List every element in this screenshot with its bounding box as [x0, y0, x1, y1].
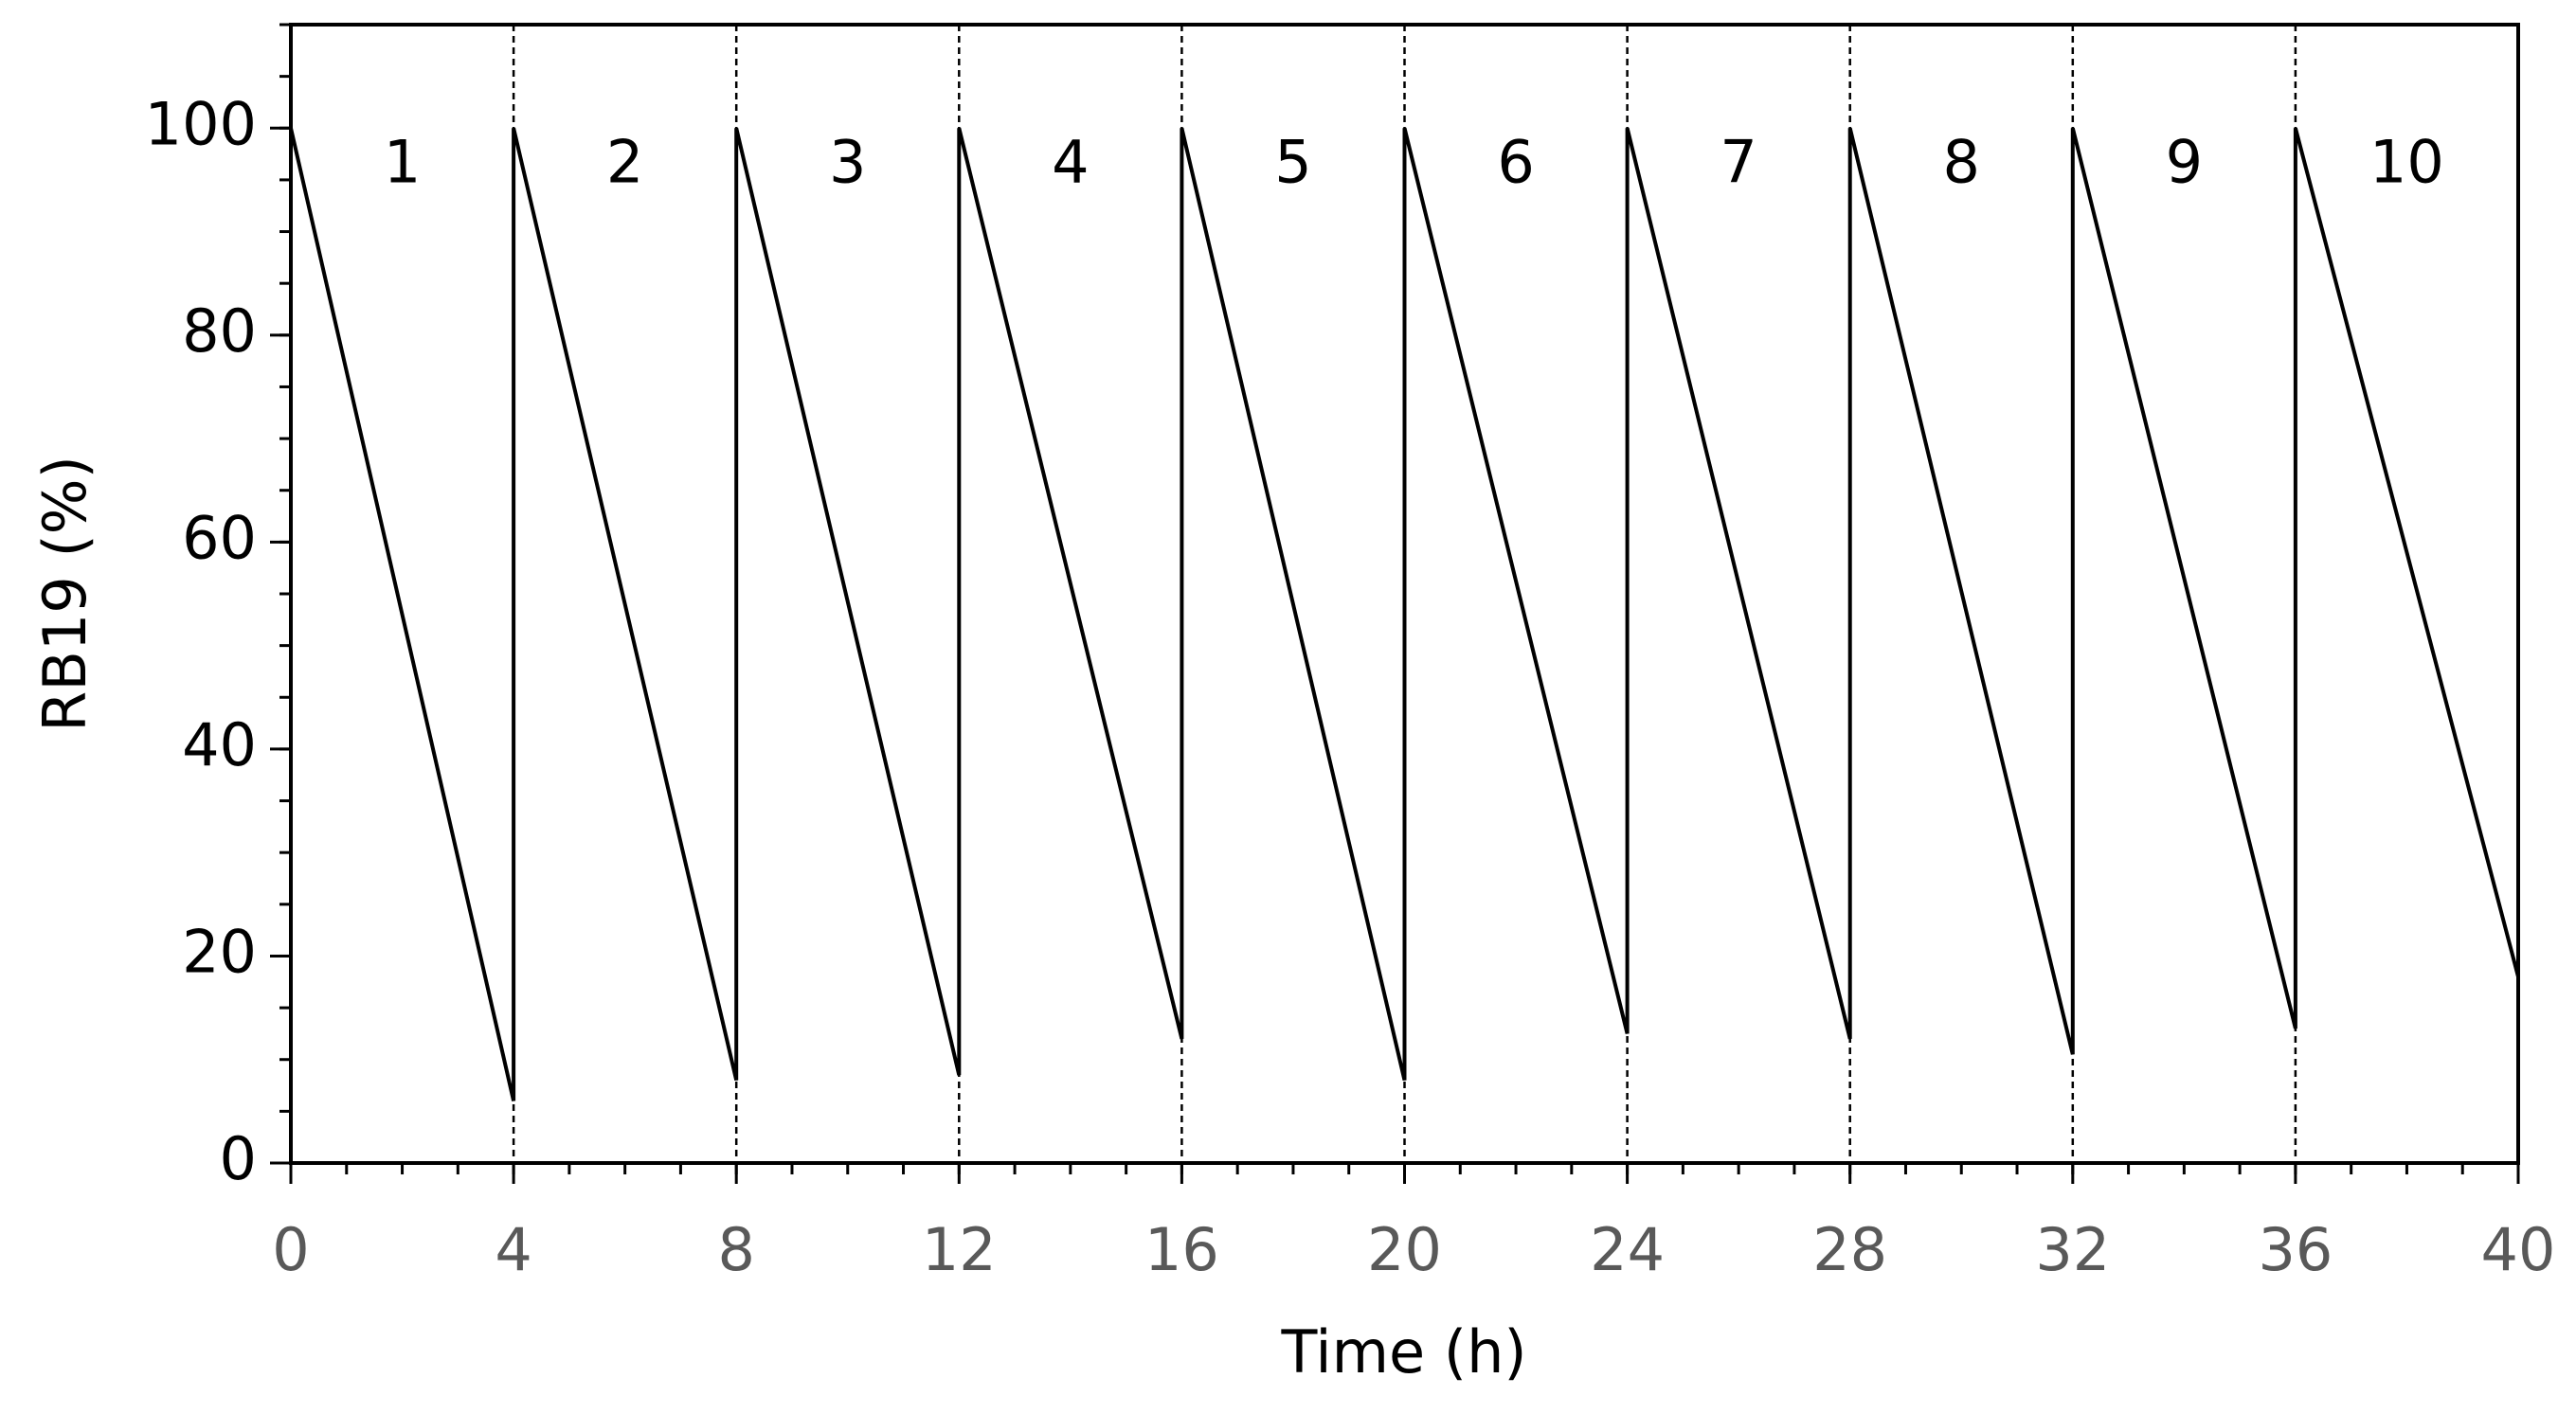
data-line	[289, 127, 2520, 1101]
cycle-label: 7	[1720, 127, 1756, 196]
x-tick-label: 32	[2035, 1215, 2110, 1284]
x-tick-label: 40	[2481, 1215, 2556, 1284]
x-tick-label: 20	[1367, 1215, 1442, 1284]
y-axis-title: RB19 (%)	[30, 456, 99, 732]
cycle-label: 4	[1052, 127, 1089, 196]
plot-frame	[289, 23, 2520, 1165]
y-tick-label: 0	[220, 1124, 257, 1193]
y-tick-label: 80	[182, 296, 257, 366]
x-tick-label: 0	[272, 1215, 309, 1284]
x-tick-label: 4	[495, 1215, 531, 1284]
cycle-label: 6	[1497, 127, 1534, 196]
x-tick-label: 28	[1812, 1215, 1887, 1284]
x-tick-label: 16	[1144, 1215, 1219, 1284]
y-tick-label: 100	[145, 89, 257, 158]
x-tick-label: 36	[2258, 1215, 2333, 1284]
y-tick-label: 20	[182, 918, 257, 987]
x-tick-label: 12	[922, 1215, 997, 1284]
y-tick-label: 40	[182, 710, 257, 779]
cycle-label: 1	[384, 127, 421, 196]
x-tick-label: 24	[1590, 1215, 1665, 1284]
x-tick-label: 8	[717, 1215, 754, 1284]
cycle-label: 8	[1943, 127, 1980, 196]
cycle-label: 5	[1274, 127, 1311, 196]
cycle-label: 9	[2166, 127, 2203, 196]
cycle-label: 10	[2369, 127, 2444, 196]
cycle-label: 2	[606, 127, 643, 196]
x-axis-title: Time (h)	[1280, 1317, 1526, 1387]
y-tick-label: 60	[182, 503, 257, 572]
cycle-label: 3	[829, 127, 866, 196]
